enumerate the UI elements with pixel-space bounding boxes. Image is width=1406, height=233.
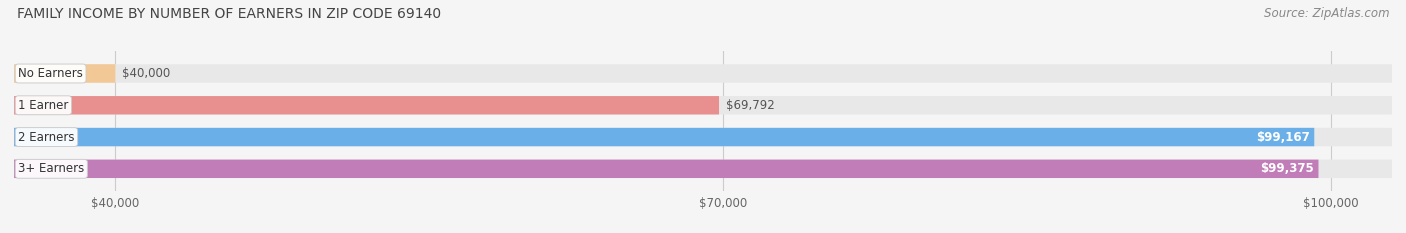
Text: 3+ Earners: 3+ Earners bbox=[18, 162, 84, 175]
FancyBboxPatch shape bbox=[14, 96, 1392, 114]
Text: $69,792: $69,792 bbox=[725, 99, 775, 112]
FancyBboxPatch shape bbox=[14, 160, 1392, 178]
Text: $99,167: $99,167 bbox=[1257, 130, 1310, 144]
Text: $99,375: $99,375 bbox=[1261, 162, 1315, 175]
FancyBboxPatch shape bbox=[14, 128, 1315, 146]
Text: 1 Earner: 1 Earner bbox=[18, 99, 69, 112]
FancyBboxPatch shape bbox=[14, 64, 115, 83]
FancyBboxPatch shape bbox=[14, 96, 718, 114]
Text: 2 Earners: 2 Earners bbox=[18, 130, 75, 144]
Text: No Earners: No Earners bbox=[18, 67, 83, 80]
FancyBboxPatch shape bbox=[14, 160, 1319, 178]
FancyBboxPatch shape bbox=[14, 64, 1392, 83]
FancyBboxPatch shape bbox=[14, 128, 1392, 146]
Text: FAMILY INCOME BY NUMBER OF EARNERS IN ZIP CODE 69140: FAMILY INCOME BY NUMBER OF EARNERS IN ZI… bbox=[17, 7, 441, 21]
Text: Source: ZipAtlas.com: Source: ZipAtlas.com bbox=[1264, 7, 1389, 20]
Text: $40,000: $40,000 bbox=[122, 67, 170, 80]
